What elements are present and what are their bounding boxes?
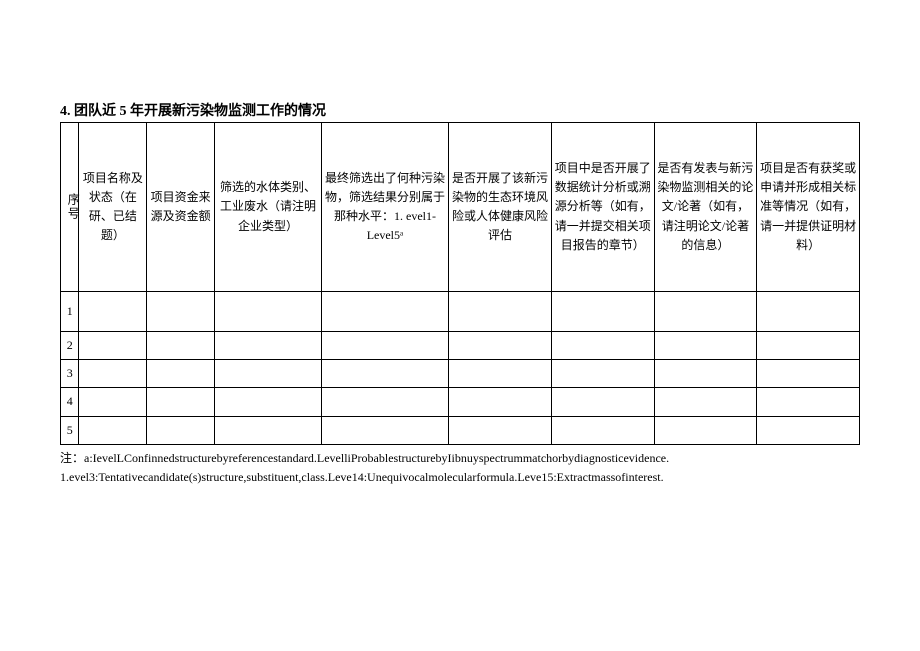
cell-index: 5 — [61, 416, 79, 444]
cell — [215, 360, 322, 388]
cell — [321, 292, 448, 332]
col-header-data-analysis: 项目中是否开展了数据统计分析或溯源分析等（如有，请一并提交相关项目报告的章节） — [551, 123, 654, 292]
table-row: 5 — [61, 416, 860, 444]
cell — [757, 388, 860, 416]
cell — [321, 360, 448, 388]
cell — [757, 360, 860, 388]
cell-index: 3 — [61, 360, 79, 388]
cell — [215, 292, 322, 332]
cell — [551, 388, 654, 416]
col-header-pollutant-level: 最终筛选出了何种污染物，筛选结果分别属于那种水平：1. evel1-Level5… — [321, 123, 448, 292]
cell — [551, 360, 654, 388]
monitoring-table: 序号 项目名称及状态（在研、已结题） 项目资金来源及资金额 筛选的水体类别、工业… — [60, 122, 860, 445]
col-header-water-type: 筛选的水体类别、工业废水（请注明企业类型） — [215, 123, 322, 292]
cell — [79, 292, 147, 332]
section-title: 4. 团队近 5 年开展新污染物监测工作的情况 — [60, 100, 860, 120]
footnote-prefix: 注： — [60, 451, 84, 465]
cell — [654, 332, 757, 360]
cell — [79, 388, 147, 416]
cell — [147, 388, 215, 416]
cell — [215, 416, 322, 444]
table-row: 2 — [61, 332, 860, 360]
cell — [654, 416, 757, 444]
cell — [147, 332, 215, 360]
cell — [551, 292, 654, 332]
footnote-line-b: 1.evel3:Tentativecandidate(s)structure,s… — [60, 470, 664, 484]
cell — [757, 292, 860, 332]
cell — [79, 360, 147, 388]
cell — [215, 332, 322, 360]
table-row: 3 — [61, 360, 860, 388]
table-header-row: 序号 项目名称及状态（在研、已结题） 项目资金来源及资金额 筛选的水体类别、工业… — [61, 123, 860, 292]
cell — [449, 332, 552, 360]
cell — [654, 292, 757, 332]
cell — [321, 416, 448, 444]
table-row: 4 — [61, 388, 860, 416]
cell — [215, 388, 322, 416]
col-header-funding: 项目资金来源及资金额 — [147, 123, 215, 292]
cell — [551, 416, 654, 444]
cell-index: 4 — [61, 388, 79, 416]
cell — [79, 416, 147, 444]
cell — [321, 388, 448, 416]
cell — [147, 416, 215, 444]
cell — [551, 332, 654, 360]
footnote: 注：a:IevelLConfinnedstructurebyreferences… — [60, 449, 860, 487]
col-header-project-name: 项目名称及状态（在研、已结题） — [79, 123, 147, 292]
cell — [147, 360, 215, 388]
cell-index: 2 — [61, 332, 79, 360]
cell — [757, 332, 860, 360]
cell — [321, 332, 448, 360]
cell — [654, 388, 757, 416]
cell — [449, 416, 552, 444]
col-header-publications: 是否有发表与新污染物监测相关的论文/论著（如有，请注明论文/论著的信息） — [654, 123, 757, 292]
cell — [147, 292, 215, 332]
cell — [449, 292, 552, 332]
table-row: 1 — [61, 292, 860, 332]
col-header-awards: 项目是否有获奖或申请并形成相关标准等情况（如有，请一并提供证明材料） — [757, 123, 860, 292]
footnote-line-a: a:IevelLConfinnedstructurebyreferencesta… — [84, 451, 669, 465]
cell — [654, 360, 757, 388]
cell — [757, 416, 860, 444]
col-header-risk-assessment: 是否开展了该新污染物的生态环境风险或人体健康风险评估 — [449, 123, 552, 292]
cell-index: 1 — [61, 292, 79, 332]
cell — [449, 388, 552, 416]
cell — [449, 360, 552, 388]
cell — [79, 332, 147, 360]
col-header-index: 序号 — [61, 123, 79, 292]
